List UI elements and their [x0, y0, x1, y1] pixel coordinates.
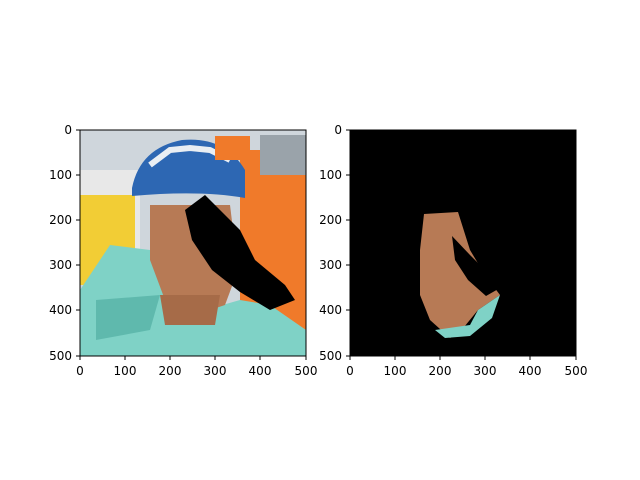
jersey-shading	[96, 295, 160, 340]
left-axis-ticks	[76, 129, 307, 360]
right-axes-frame	[349, 129, 577, 357]
right-x-label-500: 500	[565, 364, 588, 378]
right-y-label-400: 400	[319, 303, 342, 317]
left-y-label-200: 200	[49, 213, 72, 227]
left-y-label-400: 400	[49, 303, 72, 317]
right-x-label-200: 200	[429, 364, 452, 378]
right-axis-ticks	[346, 129, 577, 360]
background-people	[260, 135, 306, 175]
helmet-orange	[215, 136, 250, 160]
right-tick-labels: 0 100 200 300 400 500 0 100 200 300 400 …	[319, 123, 587, 378]
segmented-jersey-bits	[435, 295, 500, 338]
left-x-label-400: 400	[249, 364, 272, 378]
right-x-label-300: 300	[474, 364, 497, 378]
right-image-panel	[350, 130, 576, 356]
right-x-label-400: 400	[519, 364, 542, 378]
left-x-label-200: 200	[159, 364, 182, 378]
left-y-label-100: 100	[49, 168, 72, 182]
left-y-label-300: 300	[49, 258, 72, 272]
left-x-label-100: 100	[114, 364, 137, 378]
right-y-label-300: 300	[319, 258, 342, 272]
left-axes-frame	[79, 129, 307, 357]
left-y-label-0: 0	[64, 123, 72, 137]
right-y-label-0: 0	[334, 123, 342, 137]
occlusion-mask	[185, 195, 295, 310]
left-x-label-300: 300	[204, 364, 227, 378]
segmented-face	[420, 212, 500, 338]
right-y-label-100: 100	[319, 168, 342, 182]
right-x-label-0: 0	[346, 364, 354, 378]
left-x-label-0: 0	[76, 364, 84, 378]
left-tick-labels: 0 100 200 300 400 500 0 100 200 300 400 …	[49, 123, 317, 378]
neck	[160, 295, 220, 325]
right-y-label-200: 200	[319, 213, 342, 227]
left-y-label-500: 500	[49, 349, 72, 363]
segmented-occlusion-gap	[452, 236, 500, 296]
right-x-label-100: 100	[384, 364, 407, 378]
right-y-label-500: 500	[319, 349, 342, 363]
left-x-label-500: 500	[295, 364, 318, 378]
left-image-panel	[80, 130, 306, 356]
